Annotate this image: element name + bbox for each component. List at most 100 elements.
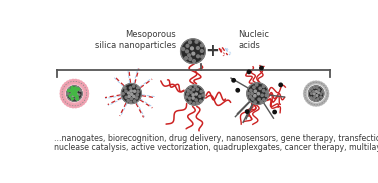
Circle shape [67, 103, 70, 106]
Circle shape [308, 86, 324, 101]
Circle shape [254, 90, 256, 92]
Circle shape [247, 70, 251, 74]
Circle shape [71, 105, 74, 108]
Circle shape [121, 84, 141, 104]
Circle shape [320, 96, 322, 98]
Circle shape [306, 85, 309, 88]
Circle shape [254, 101, 256, 103]
Circle shape [245, 110, 249, 113]
Circle shape [254, 95, 256, 97]
Circle shape [304, 92, 307, 95]
Circle shape [196, 102, 198, 104]
Circle shape [259, 87, 261, 89]
Circle shape [136, 87, 139, 89]
Circle shape [73, 93, 75, 94]
Circle shape [312, 81, 315, 84]
Circle shape [60, 92, 63, 95]
Circle shape [309, 87, 323, 101]
Circle shape [202, 94, 204, 96]
Circle shape [71, 93, 73, 95]
Circle shape [317, 81, 320, 84]
Circle shape [315, 81, 318, 84]
Circle shape [189, 86, 191, 89]
Circle shape [247, 92, 250, 95]
Circle shape [69, 80, 72, 83]
Circle shape [188, 54, 191, 57]
Circle shape [265, 94, 268, 96]
Circle shape [192, 60, 195, 62]
Circle shape [184, 85, 204, 105]
Circle shape [72, 95, 73, 97]
Circle shape [247, 83, 268, 104]
Circle shape [316, 95, 318, 96]
Circle shape [320, 82, 322, 85]
Circle shape [182, 48, 184, 51]
Circle shape [197, 47, 199, 49]
Circle shape [67, 86, 82, 101]
Circle shape [324, 85, 326, 88]
Circle shape [186, 50, 188, 53]
Circle shape [256, 84, 258, 86]
Circle shape [79, 103, 82, 106]
Circle shape [189, 41, 191, 44]
Circle shape [182, 40, 204, 62]
Circle shape [310, 102, 313, 105]
Circle shape [71, 98, 73, 100]
Circle shape [133, 100, 136, 102]
Circle shape [74, 91, 76, 93]
Circle shape [192, 52, 195, 55]
Circle shape [308, 101, 311, 104]
Circle shape [67, 93, 69, 95]
Circle shape [122, 93, 124, 95]
Text: +: + [205, 42, 219, 60]
Circle shape [200, 50, 203, 52]
Circle shape [130, 101, 132, 103]
Circle shape [263, 98, 265, 101]
Circle shape [76, 93, 78, 95]
Circle shape [250, 89, 252, 92]
Circle shape [74, 105, 77, 108]
Circle shape [73, 90, 74, 92]
Circle shape [248, 84, 268, 104]
Circle shape [200, 90, 202, 93]
Circle shape [71, 89, 73, 91]
Circle shape [127, 99, 129, 101]
Circle shape [305, 87, 307, 90]
Circle shape [69, 104, 72, 107]
Circle shape [68, 87, 81, 100]
Circle shape [195, 93, 197, 95]
Circle shape [253, 86, 255, 88]
Circle shape [74, 94, 76, 97]
Circle shape [70, 94, 71, 95]
Circle shape [200, 100, 201, 102]
Circle shape [313, 98, 314, 100]
Circle shape [122, 85, 140, 102]
Circle shape [320, 93, 322, 95]
Circle shape [124, 87, 126, 89]
Circle shape [262, 85, 265, 88]
Circle shape [73, 92, 75, 94]
Circle shape [181, 39, 205, 63]
Circle shape [83, 100, 86, 103]
Circle shape [66, 85, 82, 102]
Circle shape [70, 96, 71, 98]
Circle shape [189, 101, 191, 103]
Circle shape [260, 66, 263, 70]
Circle shape [201, 55, 204, 58]
Circle shape [185, 57, 187, 59]
Circle shape [279, 83, 282, 87]
Circle shape [192, 88, 194, 91]
Circle shape [85, 95, 88, 98]
Circle shape [77, 88, 79, 90]
Circle shape [318, 89, 320, 91]
Circle shape [317, 98, 319, 100]
Text: ...nanogates, biorecognition, drug delivery, nanosensors, gene therapy, transfec: ...nanogates, biorecognition, drug deliv… [54, 134, 378, 143]
Circle shape [61, 87, 64, 90]
Circle shape [232, 79, 235, 82]
Circle shape [78, 94, 80, 96]
Circle shape [322, 101, 324, 104]
Text: nuclease catalysis, active vectorization, quadruplexgates, cancer therapy, multi: nuclease catalysis, active vectorization… [54, 143, 378, 152]
Circle shape [192, 97, 194, 99]
Circle shape [252, 98, 254, 100]
Circle shape [128, 92, 130, 94]
